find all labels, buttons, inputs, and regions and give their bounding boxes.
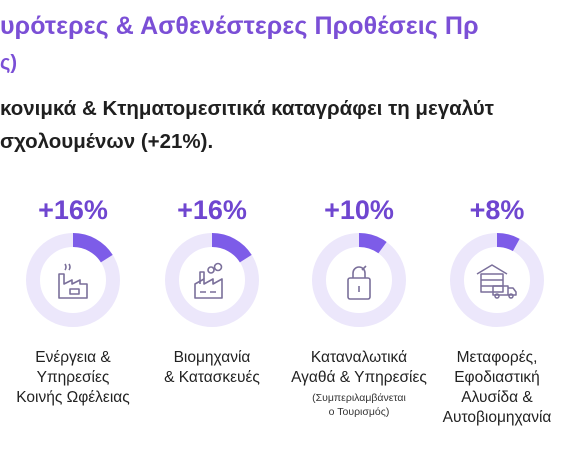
sector-percent: +16%: [177, 195, 247, 225]
page-title: υρότερες & Ασθενέστερες Προθέσεις Πρ: [0, 12, 479, 40]
note-line: (Συμπεριλαμβάνεται: [312, 392, 406, 404]
sector-percent: +10%: [324, 195, 394, 225]
sector-donut: [165, 233, 259, 327]
label-line: Αυτοβιομηχανία: [442, 409, 552, 426]
donut-arc: [211, 233, 252, 263]
sector-label: Ενέργεια & Υπηρεσίες Κοινής Ωφέλειας: [0, 348, 148, 408]
sector-label: Μεταφορές, Εφοδιαστική Αλυσίδα & Αυτοβιο…: [422, 348, 572, 428]
subtitle-line-1: κονιμκά & Κτηματομεσιτικά καταγράφει τη …: [0, 97, 494, 120]
sector-donut: [450, 233, 544, 327]
sector-card-energy: +16% Ενέργεια & Υπηρεσίες Κοινής Ωφέλεια…: [0, 192, 148, 408]
factory-smoke-icon: [194, 262, 223, 299]
sector-donut: [312, 233, 406, 327]
label-line: Βιομηχανία: [173, 349, 251, 366]
donut-arc: [72, 233, 113, 263]
label-line: Αλυσίδα &: [461, 389, 533, 406]
label-line: Αγαθά & Υπηρεσίες: [291, 369, 427, 386]
sector-percent: +16%: [38, 195, 108, 225]
label-line: Ενέργεια &: [35, 349, 111, 366]
label-line: Εφοδιαστική: [454, 369, 540, 386]
label-line: Μεταφορές,: [456, 349, 538, 366]
donut-arc: [496, 233, 520, 252]
donut-track: [312, 233, 406, 327]
page-title-continuation: ς): [0, 52, 18, 74]
sector-card-transport: +8% Μεταφορές, Εφοδιαστική Αλυσίδα & Αυτ…: [422, 192, 572, 428]
donut-arc: [358, 233, 387, 254]
sector-note: (Συμπεριλαμβάνεται ο Τουρισμός): [284, 391, 434, 419]
warehouse-truck-icon: [476, 264, 517, 299]
label-line: Καταναλωτικά: [310, 349, 408, 366]
factory-chimney-icon: [58, 263, 88, 299]
sector-card-industry: +16% Βιομηχανία & Κατασκευές: [137, 192, 287, 388]
note-line: ο Τουρισμός): [328, 406, 390, 418]
shopping-bag-icon: [347, 265, 371, 300]
sector-label: Βιομηχανία & Κατασκευές: [137, 348, 287, 388]
label-line: Κοινής Ωφέλειας: [16, 389, 130, 406]
sector-label: Καταναλωτικά Αγαθά & Υπηρεσίες (Συμπεριλ…: [284, 348, 434, 419]
label-line: & Κατασκευές: [164, 369, 260, 386]
sector-percent: +8%: [469, 195, 525, 225]
label-line: Υπηρεσίες: [36, 369, 110, 386]
sector-card-consumer: +10% Καταναλωτικά Αγαθά & Υπηρεσίες (Συμ…: [284, 192, 434, 419]
sector-donut: [26, 233, 120, 327]
subtitle-line-2: σχολουμένων (+21%).: [0, 130, 214, 153]
